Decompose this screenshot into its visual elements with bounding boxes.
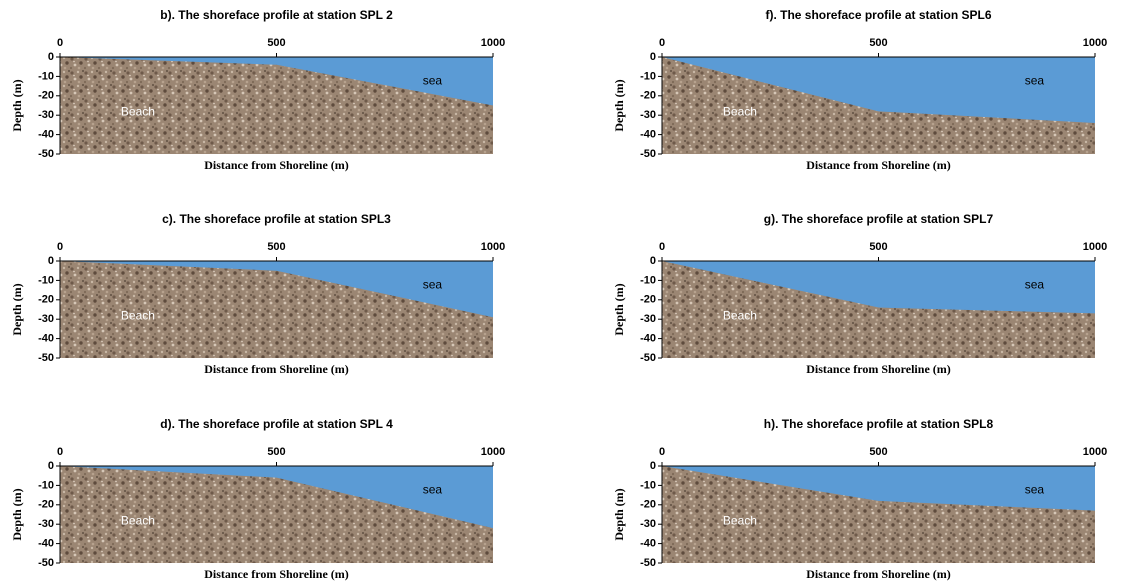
sea-label: sea — [1025, 73, 1045, 87]
y-tick-label: -40 — [38, 333, 54, 345]
y-tick-label: 0 — [48, 460, 54, 472]
y-tick-label: -30 — [38, 518, 54, 530]
sea-label: sea — [423, 277, 443, 291]
sea-label: sea — [423, 482, 443, 496]
x-tick-label: 0 — [57, 37, 63, 49]
y-tick-label: -20 — [640, 499, 656, 511]
x-tick-label: 500 — [869, 37, 887, 49]
x-tick-label: 0 — [57, 446, 63, 458]
beach-label: Beach — [121, 308, 155, 322]
x-axis-label: Distance from Shoreline (m) — [204, 158, 349, 172]
x-tick-label: 0 — [659, 241, 665, 253]
y-tick-label: -10 — [640, 479, 656, 491]
x-tick-label: 1000 — [1083, 446, 1107, 458]
chart-title: d). The shoreface profile at station SPL… — [160, 417, 393, 431]
y-tick-label: -10 — [38, 70, 54, 82]
x-axis-label: Distance from Shoreline (m) — [806, 158, 951, 172]
x-tick-label: 500 — [869, 446, 887, 458]
y-tick-label: -20 — [640, 294, 656, 306]
y-tick-label: -10 — [640, 70, 656, 82]
y-tick-label: -40 — [38, 538, 54, 550]
y-tick-label: -10 — [38, 479, 54, 491]
x-tick-label: 500 — [267, 241, 285, 253]
y-tick-label: 0 — [48, 255, 54, 267]
x-tick-label: 1000 — [481, 446, 505, 458]
y-tick-label: -20 — [38, 294, 54, 306]
x-axis-label: Distance from Shoreline (m) — [204, 362, 349, 376]
x-tick-label: 1000 — [481, 241, 505, 253]
y-tick-label: -50 — [38, 557, 54, 569]
profile-area — [662, 466, 1095, 563]
y-tick-label: -20 — [38, 90, 54, 102]
y-tick-label: -50 — [640, 352, 656, 364]
chart-title: g). The shoreface profile at station SPL… — [764, 212, 994, 226]
y-tick-label: 0 — [650, 255, 656, 267]
y-axis-label: Depth (m) — [10, 488, 24, 540]
x-axis-label: Distance from Shoreline (m) — [204, 567, 349, 581]
y-axis-label: Depth (m) — [612, 79, 626, 131]
x-axis-label: Distance from Shoreline (m) — [806, 567, 951, 581]
y-tick-label: -50 — [38, 148, 54, 160]
y-axis-label: Depth (m) — [612, 488, 626, 540]
y-tick-label: -40 — [640, 333, 656, 345]
profile-area — [60, 261, 493, 358]
x-axis-label: Distance from Shoreline (m) — [806, 362, 951, 376]
y-tick-label: -40 — [38, 129, 54, 141]
x-tick-label: 0 — [659, 37, 665, 49]
y-tick-label: -50 — [640, 148, 656, 160]
chart-title: f). The shoreface profile at station SPL… — [765, 8, 991, 22]
x-tick-label: 0 — [57, 241, 63, 253]
y-axis-label: Depth (m) — [612, 283, 626, 335]
x-tick-label: 500 — [267, 37, 285, 49]
y-tick-label: -10 — [640, 274, 656, 286]
y-tick-label: 0 — [650, 460, 656, 472]
chart-title: b). The shoreface profile at station SPL… — [160, 8, 393, 22]
y-axis-label: Depth (m) — [10, 283, 24, 335]
x-tick-label: 500 — [869, 241, 887, 253]
y-tick-label: -50 — [640, 557, 656, 569]
x-tick-label: 0 — [659, 446, 665, 458]
x-tick-label: 1000 — [1083, 37, 1107, 49]
profile-area — [662, 261, 1095, 358]
profile-area — [60, 466, 493, 563]
x-tick-label: 500 — [267, 446, 285, 458]
y-tick-label: -30 — [640, 518, 656, 530]
y-tick-label: -50 — [38, 352, 54, 364]
beach-label: Beach — [121, 513, 155, 527]
y-tick-label: -20 — [640, 90, 656, 102]
beach-label: Beach — [723, 513, 757, 527]
beach-label: Beach — [121, 104, 155, 118]
chart-title: c). The shoreface profile at station SPL… — [162, 212, 391, 226]
y-tick-label: -30 — [640, 109, 656, 121]
y-tick-label: 0 — [48, 51, 54, 63]
y-tick-label: -30 — [38, 109, 54, 121]
y-tick-label: -40 — [640, 129, 656, 141]
chart-title: h). The shoreface profile at station SPL… — [764, 417, 994, 431]
y-tick-label: -30 — [38, 313, 54, 325]
profile-area — [662, 57, 1095, 154]
y-tick-label: -20 — [38, 499, 54, 511]
sea-label: sea — [1025, 482, 1045, 496]
profile-area — [60, 57, 493, 154]
sea-label: sea — [423, 73, 443, 87]
x-tick-label: 1000 — [481, 37, 505, 49]
y-tick-label: 0 — [650, 51, 656, 63]
beach-label: Beach — [723, 104, 757, 118]
beach-label: Beach — [723, 308, 757, 322]
sea-label: sea — [1025, 277, 1045, 291]
y-tick-label: -30 — [640, 313, 656, 325]
y-tick-label: -40 — [640, 538, 656, 550]
y-tick-label: -10 — [38, 274, 54, 286]
x-tick-label: 1000 — [1083, 241, 1107, 253]
y-axis-label: Depth (m) — [10, 79, 24, 131]
